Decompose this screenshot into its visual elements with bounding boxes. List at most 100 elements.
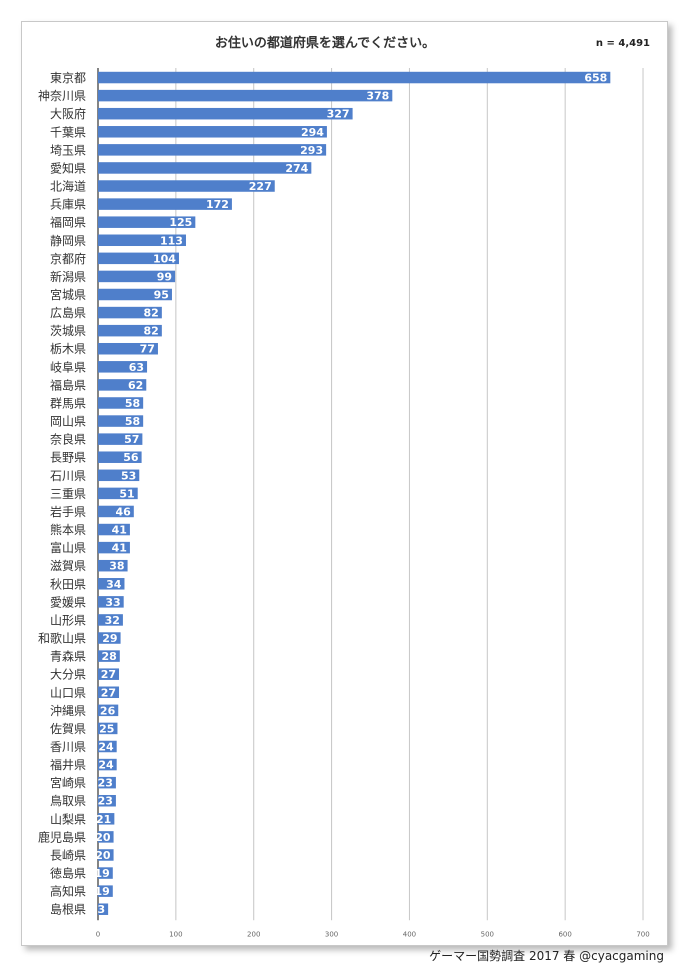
value-label: 20 [95,849,111,862]
category-label: 京都府 [50,251,86,266]
value-label: 34 [106,578,122,591]
bar [98,903,109,915]
chart-frame [21,21,668,946]
category-label: 福岡県 [50,215,86,230]
value-label: 29 [102,632,117,645]
bar [98,415,144,427]
value-label: 293 [300,144,323,157]
value-label: 27 [101,686,116,699]
x-tick-label: 300 [325,930,338,938]
value-label: 41 [112,524,127,537]
sample-size-label: n = 4,491 [595,38,650,49]
category-label: 山形県 [50,613,86,627]
category-label: 愛媛県 [50,595,86,609]
bar [98,559,128,572]
bar [98,794,116,807]
value-label: 62 [128,379,143,392]
bar [98,397,144,409]
bar [98,776,116,789]
value-label: 125 [169,216,192,229]
bar [98,704,119,717]
value-label: 51 [119,487,134,500]
category-label: 沖縄県 [50,703,86,718]
bar [98,596,124,608]
bar [98,614,123,626]
category-label: 秋田県 [50,577,86,591]
category-label: 群馬県 [50,396,86,410]
category-label: 宮城県 [50,287,86,302]
category-label: 静岡県 [50,234,86,248]
bar [98,144,327,156]
value-label: 327 [327,108,350,121]
category-label: 新潟県 [50,269,86,284]
category-label: 大分県 [50,668,86,682]
chart-title: お住いの都道府県を選んでください。 [214,36,436,51]
category-label: 香川県 [50,740,86,754]
bar [98,342,158,355]
value-label: 63 [129,361,144,374]
category-label: 富山県 [50,540,86,555]
bar [98,541,130,554]
x-tick-label: 600 [558,930,571,938]
value-label: 25 [99,722,114,735]
category-label: 兵庫県 [50,198,86,212]
bar [98,379,147,391]
value-label: 274 [285,162,308,175]
source-credit: ゲーマー国勢調査 2017 春 @cyacgaming [429,949,664,963]
bar [98,686,120,699]
bar [98,668,120,680]
bar [98,813,115,825]
x-tick-label: 0 [96,930,100,938]
value-label: 33 [105,596,120,609]
category-label: 青森県 [50,649,86,664]
value-label: 13 [90,903,105,916]
bar [98,650,120,662]
value-label: 56 [123,451,139,464]
category-label: 鹿児島県 [38,829,86,844]
category-label: 長野県 [50,451,86,465]
bar [98,487,138,500]
category-label: 和歌山県 [38,631,86,646]
category-label: 岩手県 [50,504,86,519]
value-label: 46 [116,505,132,518]
value-label: 20 [95,831,111,844]
bar [98,578,125,590]
bar [98,361,148,373]
bar [98,451,142,463]
bar [98,469,140,482]
bar [98,126,327,138]
category-label: 島根県 [50,902,86,917]
x-tick-label: 500 [481,930,494,938]
category-label: 北海道 [50,179,86,194]
category-label: 福島県 [50,377,86,392]
value-label: 27 [101,668,116,681]
value-label: 24 [98,759,114,772]
category-label: 熊本県 [50,522,86,537]
value-label: 19 [94,867,109,880]
bar [98,523,130,536]
x-tick-label: 400 [403,930,416,938]
bar [98,758,117,771]
category-label: 高知県 [50,884,86,899]
value-label: 32 [105,614,120,627]
value-label: 104 [153,252,176,265]
category-label: 岡山県 [50,415,86,429]
value-label: 24 [98,741,114,754]
bar [98,252,179,265]
bar [98,831,114,843]
bar [98,306,162,319]
x-tick-label: 100 [169,930,182,938]
bar [98,288,172,301]
category-label: 山口県 [50,686,86,700]
bar [98,89,393,102]
category-label: 愛知県 [50,161,86,175]
value-label: 28 [101,650,116,663]
value-label: 41 [112,542,127,555]
value-label: 23 [98,777,113,790]
category-label: 広島県 [50,305,86,320]
value-label: 77 [140,343,155,356]
bar [98,632,121,644]
category-label: 石川県 [50,469,86,483]
bar [98,722,118,735]
